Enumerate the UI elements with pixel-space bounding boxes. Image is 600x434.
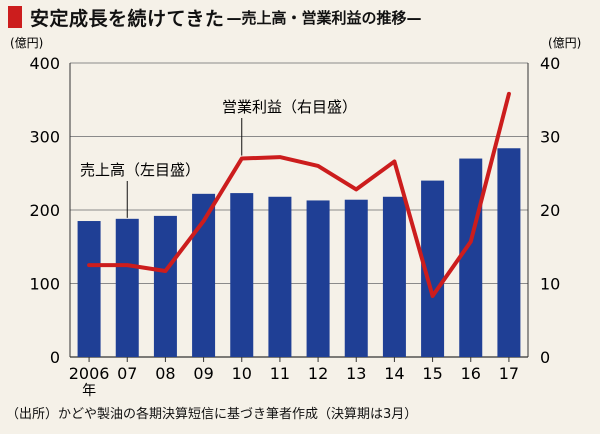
source-footnote: （出所）かどや製油の各期決算短信に基づき筆者作成（決算期は3月） — [6, 403, 417, 422]
series-label-operating-profit: 営業利益（右目盛） — [222, 98, 357, 116]
x-tick-label: 16 — [461, 364, 481, 383]
bar-sales — [307, 200, 330, 357]
x-tick-year-suffix: 年 — [82, 383, 96, 399]
left-tick-label: 200 — [29, 201, 60, 220]
left-tick-label: 400 — [29, 54, 60, 73]
left-tick-label: 300 — [29, 128, 60, 147]
bar-sales — [154, 216, 177, 357]
x-tick-label: 10 — [232, 364, 252, 383]
x-tick-label: 12 — [308, 364, 328, 383]
left-axis-unit: (億円) — [10, 36, 43, 50]
right-axis-unit: (億円) — [548, 36, 581, 50]
right-tick-label: 30 — [540, 128, 560, 147]
x-tick-label: 07 — [117, 364, 137, 383]
right-tick-label: 10 — [540, 275, 560, 294]
line-operating-profit — [89, 94, 509, 296]
bar-sales — [383, 197, 406, 357]
x-tick-label: 09 — [193, 364, 213, 383]
x-tick-label: 08 — [155, 364, 175, 383]
left-tick-label: 0 — [50, 348, 60, 367]
bar-sales — [230, 193, 253, 357]
bar-sales — [497, 148, 520, 357]
x-tick-label: 17 — [499, 364, 519, 383]
right-tick-label: 40 — [540, 54, 560, 73]
bar-sales — [78, 221, 101, 357]
bar-sales — [459, 159, 482, 357]
x-tick-label: 14 — [384, 364, 404, 383]
bar-sales — [268, 197, 291, 357]
x-tick-label: 2006 — [69, 364, 110, 383]
right-tick-label: 20 — [540, 201, 560, 220]
series-label-sales: 売上高（左目盛） — [80, 161, 200, 179]
bar-sales — [345, 200, 368, 357]
x-tick-label: 15 — [422, 364, 442, 383]
bar-sales — [116, 219, 139, 357]
x-tick-label: 11 — [270, 364, 290, 383]
x-tick-label: 13 — [346, 364, 366, 383]
right-tick-label: 0 — [540, 348, 550, 367]
left-tick-label: 100 — [29, 275, 60, 294]
